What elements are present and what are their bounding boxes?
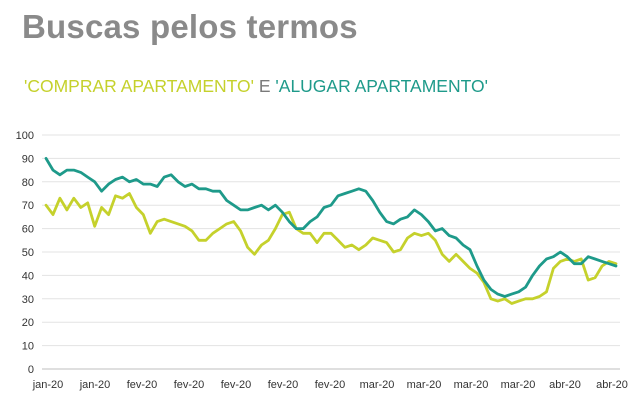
subtitle-connector: E bbox=[254, 76, 276, 96]
subtitle-series-1: COMPRAR APARTAMENTO bbox=[27, 76, 251, 96]
y-tick-label: 10 bbox=[22, 341, 34, 353]
y-tick-label: 70 bbox=[22, 200, 34, 212]
series-line-1 bbox=[44, 192, 618, 305]
y-axis: 0 10 20 30 40 50 60 70 80 90 100 bbox=[16, 130, 34, 376]
x-tick-label: fev-20 bbox=[315, 379, 346, 391]
x-tick-label: fev-20 bbox=[221, 379, 252, 391]
y-tick-label: 0 bbox=[28, 364, 34, 376]
x-tick-label: mar-20 bbox=[407, 379, 442, 391]
subtitle-series-2: ALUGAR APARTAMENTO bbox=[278, 76, 485, 96]
x-tick-label: mar-20 bbox=[360, 379, 395, 391]
series-lines bbox=[44, 156, 618, 305]
subtitle-quote: ' bbox=[24, 76, 28, 96]
x-tick-label: jan-20 bbox=[32, 379, 64, 391]
subtitle-quote: ' bbox=[250, 76, 255, 96]
y-tick-label: 50 bbox=[22, 247, 34, 259]
x-axis: jan-20 jan-20 fev-20 fev-20 fev-20 fev-20 fev-… bbox=[32, 379, 628, 391]
x-tick-label: abr-20 bbox=[596, 379, 628, 391]
y-tick-label: 80 bbox=[22, 177, 34, 189]
x-tick-label: jan-20 bbox=[79, 379, 111, 391]
x-tick-label: fev-20 bbox=[174, 379, 205, 391]
series-line-2 bbox=[44, 156, 618, 298]
chart-subtitle: 'COMPRAR APARTAMENTO' E 'ALUGAR APARTAME… bbox=[24, 76, 488, 97]
y-tick-label: 60 bbox=[22, 224, 34, 236]
y-tick-label: 90 bbox=[22, 153, 34, 165]
x-tick-label: mar-20 bbox=[454, 379, 489, 391]
y-tick-label: 100 bbox=[16, 130, 34, 142]
x-tick-label: abr-20 bbox=[549, 379, 581, 391]
y-tick-label: 20 bbox=[22, 317, 34, 329]
y-tick-label: 40 bbox=[22, 270, 34, 282]
subtitle-quote: ' bbox=[484, 76, 488, 96]
x-tick-label: fev-20 bbox=[268, 379, 299, 391]
x-tick-label: fev-20 bbox=[127, 379, 158, 391]
y-tick-label: 30 bbox=[22, 294, 34, 306]
subtitle-quote: ' bbox=[275, 76, 279, 96]
gridlines bbox=[42, 134, 620, 370]
chart-title: Buscas pelos termos bbox=[22, 8, 358, 45]
x-tick-label: mar-20 bbox=[501, 379, 536, 391]
